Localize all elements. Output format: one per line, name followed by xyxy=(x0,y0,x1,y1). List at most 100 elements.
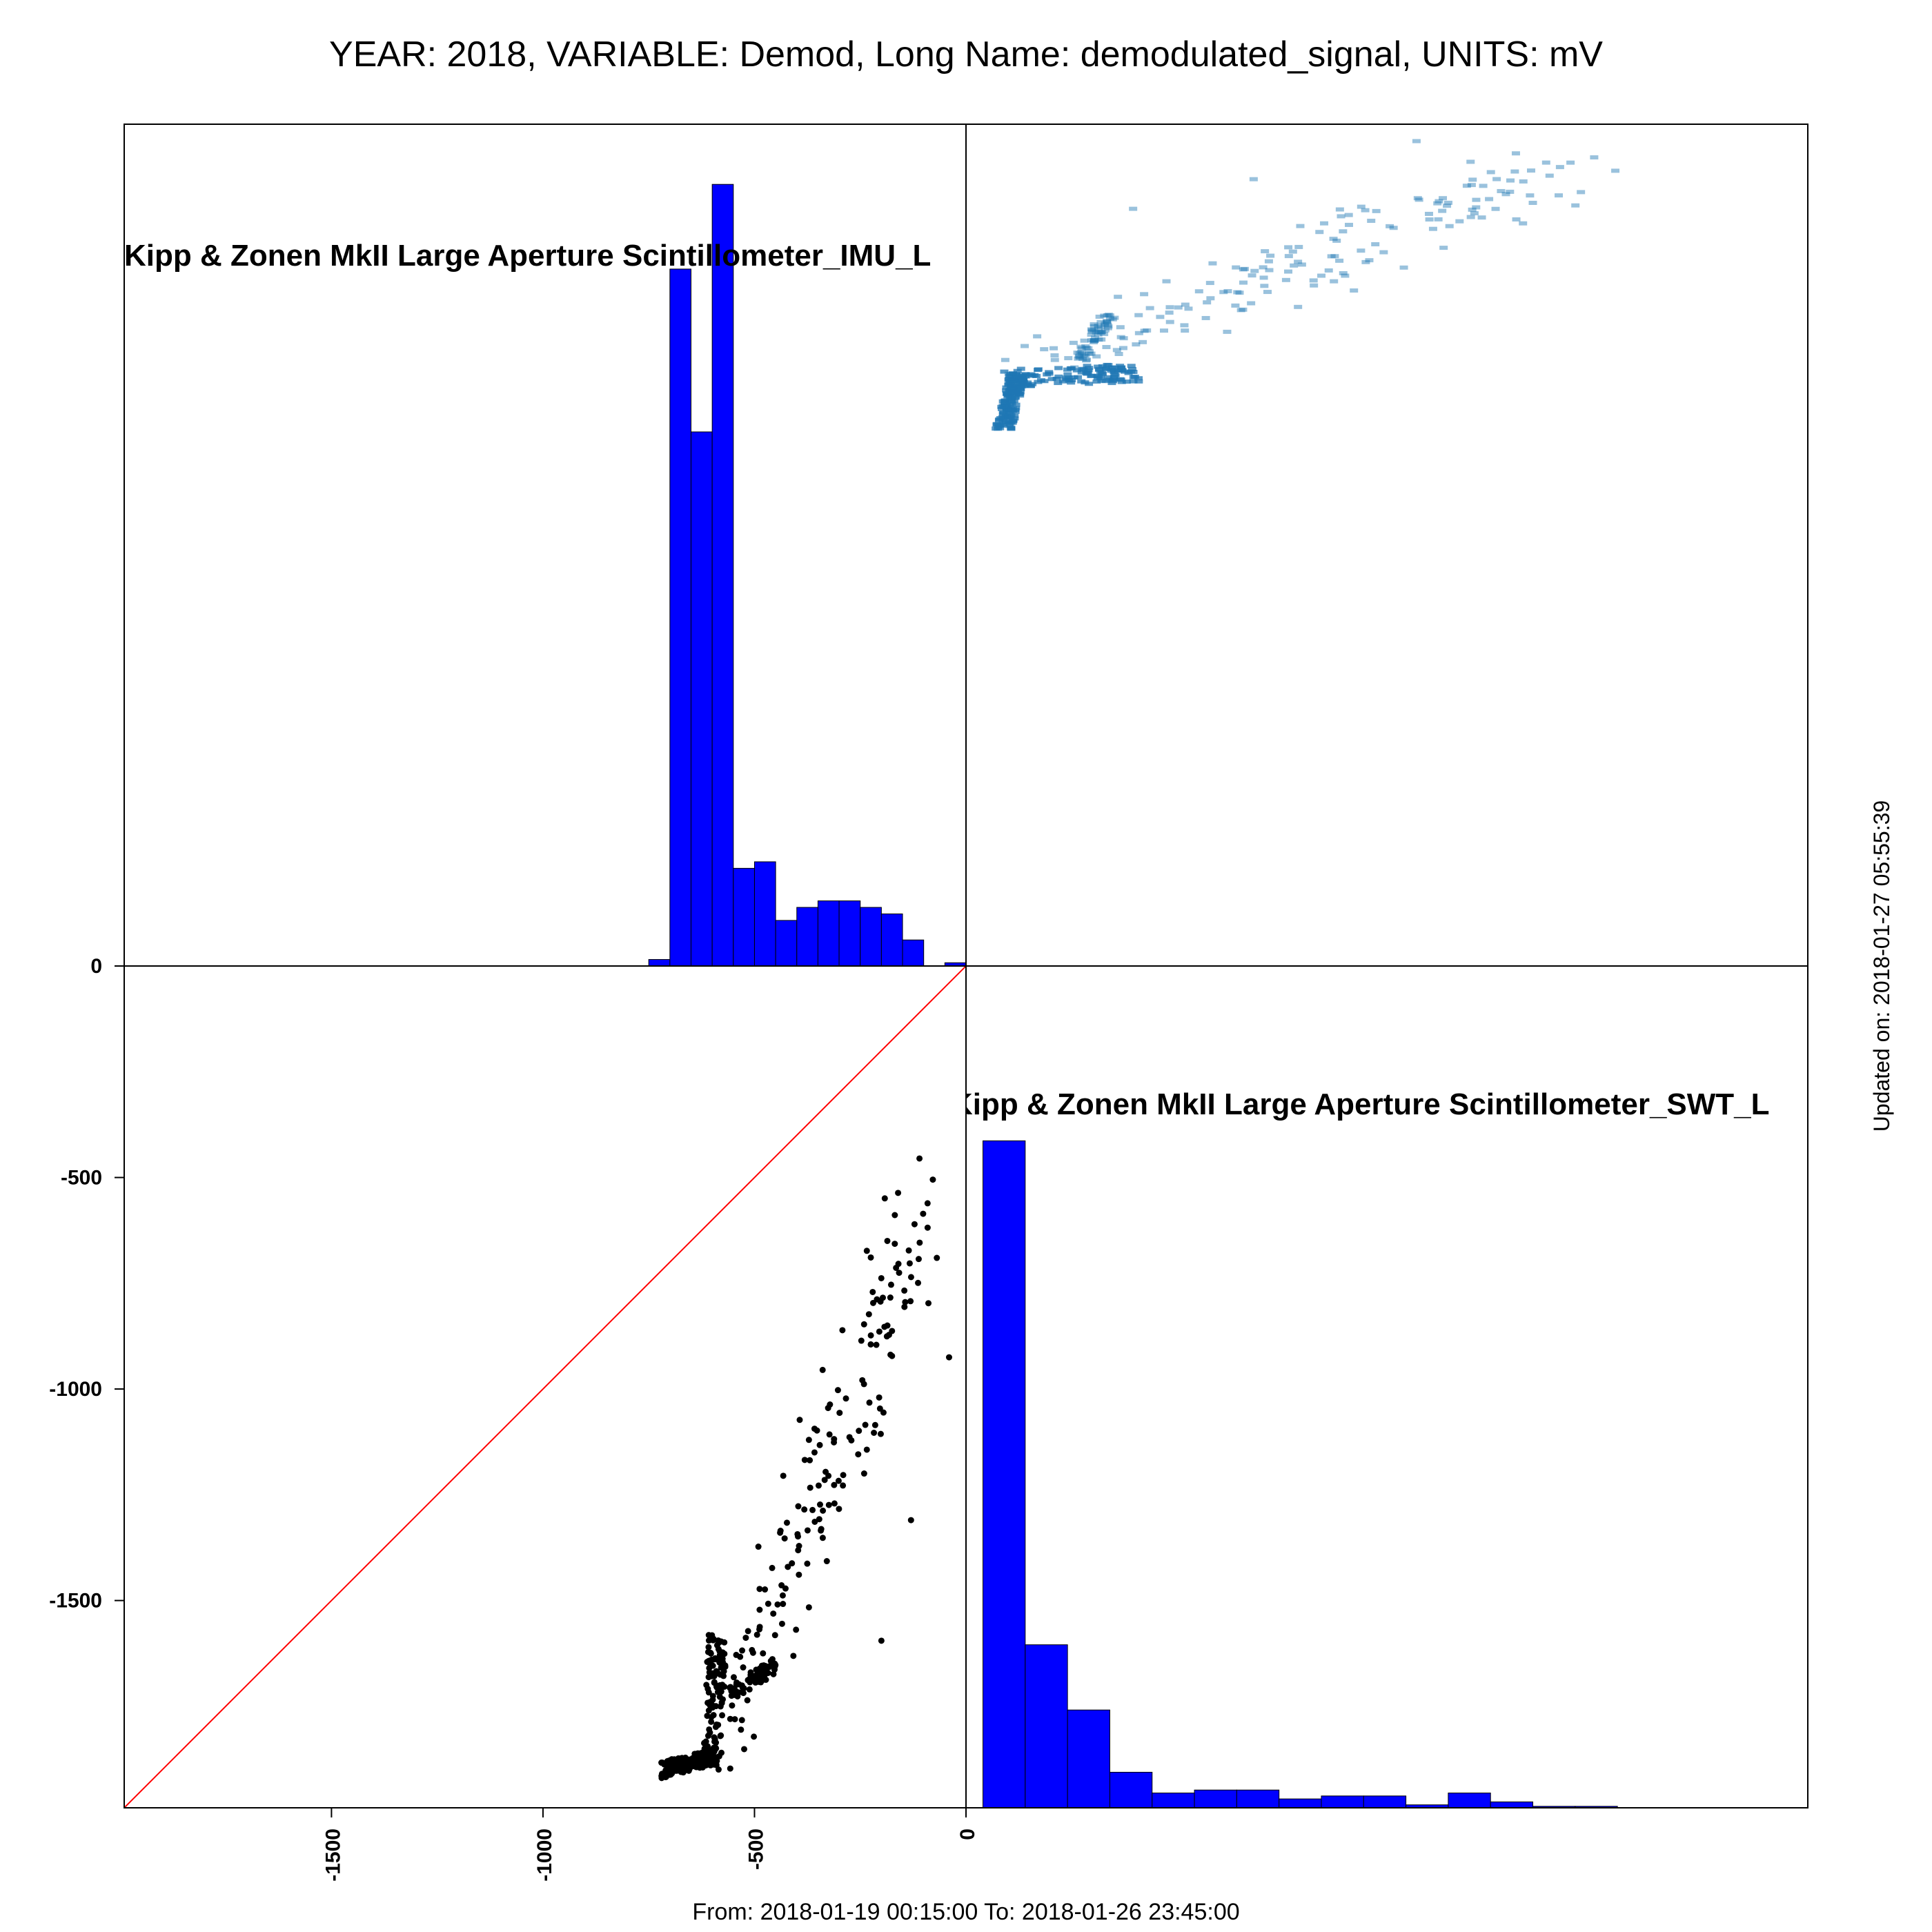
scatter-point xyxy=(867,1341,874,1348)
scatter-point xyxy=(796,1417,803,1423)
scatter-point xyxy=(807,1457,814,1463)
hist-imu-bar xyxy=(880,913,903,966)
density-cell xyxy=(1174,305,1183,310)
density-cell xyxy=(1103,319,1112,324)
scatter-point xyxy=(915,1256,922,1263)
density-cell xyxy=(996,423,1005,428)
density-cell xyxy=(1339,270,1348,275)
scatter-point xyxy=(884,1322,891,1329)
density-cell xyxy=(1180,323,1189,328)
density-cell xyxy=(1357,204,1366,209)
density-cell xyxy=(1079,353,1088,358)
scatter-point xyxy=(871,1430,878,1437)
density-cell xyxy=(1156,315,1165,319)
density-cell xyxy=(1066,366,1075,371)
density-cell xyxy=(1078,357,1087,362)
hist-imu-bar xyxy=(711,184,734,966)
density-cell xyxy=(1096,330,1105,335)
density-cell xyxy=(1103,319,1112,324)
density-cell xyxy=(1081,353,1090,358)
scatter-point xyxy=(907,1517,914,1524)
density-cell xyxy=(1028,382,1037,386)
scatter-point xyxy=(924,1200,931,1207)
density-cell xyxy=(1092,379,1101,384)
density-cell xyxy=(1077,379,1086,384)
density-cell xyxy=(1566,160,1575,165)
scatter-point xyxy=(730,1674,737,1681)
density-cell xyxy=(1076,355,1085,360)
density-cell xyxy=(1090,324,1098,328)
scatter-point xyxy=(731,1686,738,1693)
scatter-point xyxy=(705,1632,712,1639)
scatter-point xyxy=(831,1500,838,1507)
density-cell xyxy=(1007,376,1016,381)
density-cell xyxy=(1067,377,1076,382)
density-cell xyxy=(1439,196,1448,201)
density-cell xyxy=(1412,139,1421,144)
scatter-point xyxy=(877,1430,884,1437)
scatter-point xyxy=(736,1681,742,1688)
density-cell xyxy=(1063,372,1072,377)
scatter-point xyxy=(840,1482,847,1489)
density-cell xyxy=(1092,330,1101,335)
scatter-point xyxy=(727,1765,733,1772)
hist-swt-bar xyxy=(1194,1789,1237,1808)
density-cell xyxy=(1297,262,1306,267)
scatter-point xyxy=(765,1600,771,1607)
scatter-point xyxy=(831,1439,838,1446)
density-cell xyxy=(1371,241,1380,246)
scatter-point xyxy=(863,1446,870,1453)
density-cell xyxy=(1096,319,1105,324)
scatter-point xyxy=(783,1519,790,1526)
scatter-point xyxy=(863,1248,870,1254)
scatter-point xyxy=(915,1279,922,1286)
scatter-point xyxy=(839,1327,846,1334)
hist-imu-bar xyxy=(648,959,671,966)
scatter-point xyxy=(816,1516,822,1523)
density-cell xyxy=(1077,346,1086,351)
density-cell xyxy=(1101,321,1110,326)
density-cell xyxy=(1100,313,1109,318)
scatter-point xyxy=(905,1247,912,1254)
scatter-point xyxy=(780,1601,787,1608)
density-cell xyxy=(1324,268,1333,273)
hist-imu-bar xyxy=(775,920,798,966)
figure-title: YEAR: 2018, VARIABLE: Demod, Long Name: … xyxy=(329,34,1603,75)
density-cell xyxy=(1102,366,1111,371)
density-cell xyxy=(1260,284,1269,288)
density-cell xyxy=(1016,366,1025,371)
scatter-point xyxy=(876,1405,883,1412)
density-cell xyxy=(1231,303,1240,308)
scatter-point xyxy=(836,1506,842,1512)
density-cell xyxy=(1100,332,1109,337)
scatter-point xyxy=(825,1472,832,1479)
density-cell xyxy=(1103,322,1112,327)
density-cell xyxy=(1076,344,1085,349)
scatter-point xyxy=(916,1155,923,1162)
scatter-point xyxy=(716,1684,723,1691)
scatter-point xyxy=(717,1657,724,1664)
density-cell xyxy=(1519,221,1528,226)
hist-imu-bar xyxy=(691,431,713,966)
hist-imu-bar xyxy=(753,861,776,966)
scatter-point xyxy=(727,1684,733,1691)
density-cell xyxy=(1120,369,1129,374)
density-cell xyxy=(1021,344,1029,348)
density-cell xyxy=(1399,265,1408,270)
hist-swt-label: Kipp & Zonen MkII Large Aperture Scintil… xyxy=(951,1087,1770,1121)
density-cell xyxy=(1033,334,1042,339)
density-cell xyxy=(1107,381,1116,386)
density-cell xyxy=(1317,273,1326,278)
scatter-point xyxy=(729,1702,736,1709)
scatter-point xyxy=(713,1668,720,1675)
hist-swt: Kipp & Zonen MkII Large Aperture Scintil… xyxy=(951,1087,1770,1808)
density-cell xyxy=(1094,326,1103,331)
scatter-point xyxy=(682,1760,689,1767)
density-cell xyxy=(1140,328,1149,333)
scatter-point xyxy=(889,1352,896,1359)
density-cell xyxy=(1105,377,1114,382)
scatter-point xyxy=(945,1354,952,1361)
density-cell xyxy=(1008,388,1017,393)
density-cell xyxy=(1110,315,1119,320)
scatter-point xyxy=(842,1395,849,1402)
